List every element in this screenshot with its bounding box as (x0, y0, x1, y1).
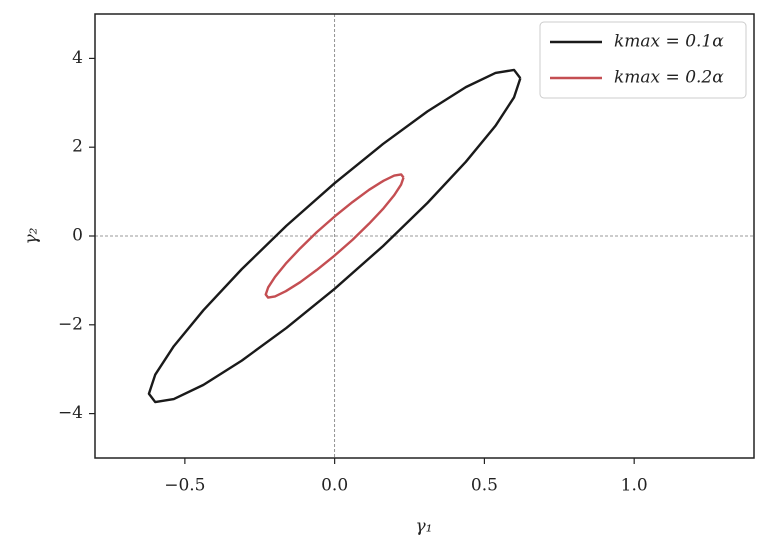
x-tick-label: 1.0 (621, 476, 648, 496)
y-axis-label: γ₂ (22, 227, 42, 244)
x-tick-label: 0.0 (321, 476, 348, 496)
y-tick-label: 2 (72, 137, 83, 157)
x-axis-label: γ₁ (416, 517, 433, 537)
y-tick-label: 0 (72, 226, 83, 246)
x-tick-label: 0.5 (471, 476, 498, 496)
series-line (147, 68, 522, 404)
legend-label: kmax = 0.1α (614, 32, 724, 52)
x-tick-label: −0.5 (164, 476, 205, 496)
legend-label: kmax = 0.2α (614, 68, 724, 88)
y-tick-label: −4 (58, 403, 83, 423)
legend: kmax = 0.1α kmax = 0.2α (539, 21, 747, 99)
y-tick-label: −2 (58, 314, 83, 334)
series-line (264, 173, 405, 299)
plot-frame (94, 13, 755, 459)
y-tick-label: 4 (72, 48, 83, 68)
